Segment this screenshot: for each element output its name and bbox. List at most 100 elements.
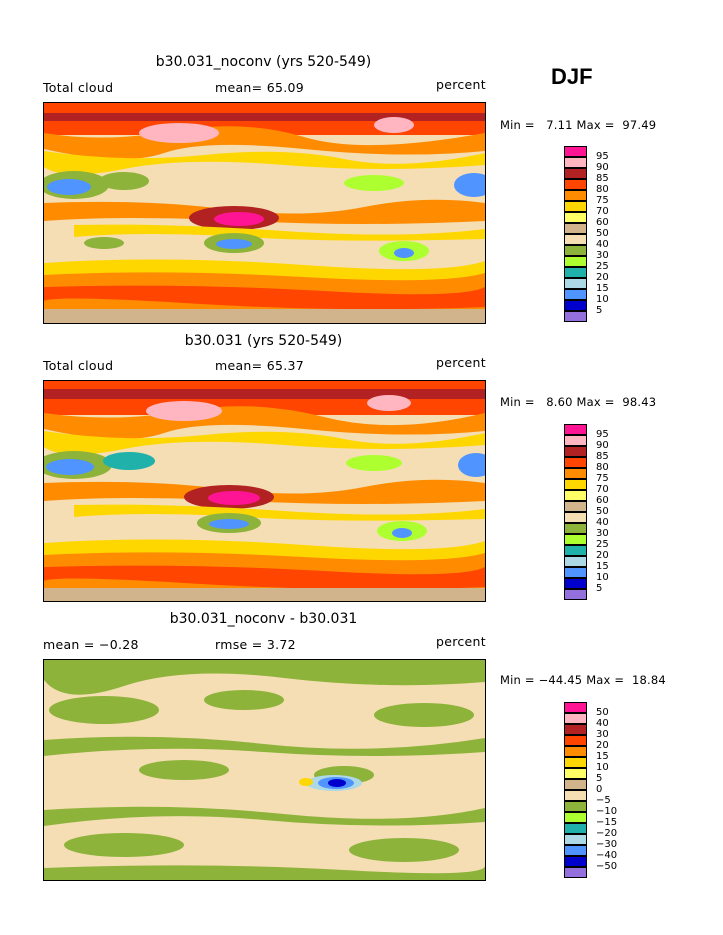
colorbar-label: 90: [596, 162, 609, 173]
colorbar-label: 40: [596, 718, 609, 729]
panel-2-mean: mean= 65.37: [215, 358, 304, 373]
colorbar-swatch: [564, 735, 587, 746]
colorbar-swatch: [564, 523, 587, 534]
min-value: 8.60: [546, 395, 573, 409]
colorbar-label: 95: [596, 151, 609, 162]
colorbar-swatch: [564, 578, 587, 589]
colorbar-label: 5: [596, 583, 603, 594]
colorbar-label: 15: [596, 283, 609, 294]
colorbar-label: 60: [596, 495, 609, 506]
colorbar-swatch: [564, 790, 587, 801]
colorbar-label: 20: [596, 272, 609, 283]
panel-2-units: percent: [436, 355, 486, 370]
colorbar-swatch: [564, 713, 587, 724]
colorbar-label: 10: [596, 294, 609, 305]
colorbar-label: 85: [596, 451, 609, 462]
colorbar-label: 70: [596, 484, 609, 495]
colorbar-swatch: [564, 256, 587, 267]
max-value: 98.43: [622, 395, 657, 409]
colorbar-label: 30: [596, 528, 609, 539]
colorbar-swatch: [564, 179, 587, 190]
colorbar-swatch: [564, 446, 587, 457]
colorbar-swatch: [564, 856, 587, 867]
colorbar-label: 80: [596, 462, 609, 473]
season-label: DJF: [551, 64, 593, 89]
colorbar-label: 20: [596, 740, 609, 751]
colorbar-swatch: [564, 201, 587, 212]
colorbar-swatch: [564, 702, 587, 713]
colorbar-swatch: [564, 289, 587, 300]
colorbar-swatch: [564, 468, 587, 479]
panel-1-map: [43, 102, 486, 324]
colorbar-label: −40: [596, 850, 618, 861]
colorbar-label: 95: [596, 429, 609, 440]
min-label: Min =: [500, 395, 535, 409]
colorbar-swatch: [564, 823, 587, 834]
colorbar-swatch: [564, 501, 587, 512]
colorbar-label: 20: [596, 550, 609, 561]
colorbar-label: 0: [596, 784, 603, 795]
colorbar-label: −10: [596, 806, 618, 817]
colorbar-swatch: [564, 845, 587, 856]
colorbar-label: 90: [596, 440, 609, 451]
colorbar-swatch: [564, 267, 587, 278]
panel-2-min-max: Min = 8.60 Max = 98.43: [500, 395, 656, 409]
colorbar-label: 75: [596, 195, 609, 206]
colorbar-swatch: [564, 300, 587, 311]
panel-2-variable: Total cloud: [43, 358, 114, 373]
colorbar-swatch: [564, 424, 587, 435]
colorbar-label: −20: [596, 828, 618, 839]
colorbar-swatch: [564, 746, 587, 757]
panel-3-rmse: rmse = 3.72: [215, 637, 296, 652]
colorbar-label: 25: [596, 261, 609, 272]
colorbar-label: 10: [596, 762, 609, 773]
panel-3-mean: mean = −0.28: [43, 637, 139, 652]
panel-1-min-max: Min = 7.11 Max = 97.49: [500, 118, 656, 132]
panel-2-title: b30.031 (yrs 520-549): [184, 333, 343, 349]
colorbar-swatch: [564, 245, 587, 256]
panel-1-units: percent: [436, 77, 486, 92]
min-value: 7.11: [546, 118, 573, 132]
colorbar-swatch: [564, 190, 587, 201]
colorbar-label: 80: [596, 184, 609, 195]
panel-1-title: b30.031_noconv (yrs 520-549): [155, 54, 372, 70]
colorbar-swatch: [564, 589, 587, 600]
max-label: Max =: [576, 118, 615, 132]
panel-3-units: percent: [436, 634, 486, 649]
colorbar-swatch: [564, 157, 587, 168]
colorbar-swatch: [564, 223, 587, 234]
colorbar-label: 70: [596, 206, 609, 217]
colorbar-label: 50: [596, 228, 609, 239]
colorbar-swatch: [564, 512, 587, 523]
panel-1-variable: Total cloud: [43, 80, 114, 95]
colorbar-label: 15: [596, 751, 609, 762]
panel-3-min-max: Min = −44.45 Max = 18.84: [500, 673, 666, 687]
max-label: Max =: [576, 395, 615, 409]
colorbar-label: 75: [596, 473, 609, 484]
colorbar-label: 30: [596, 250, 609, 261]
colorbar-swatch: [564, 311, 587, 322]
colorbar-label: 85: [596, 173, 609, 184]
panel-3-map: [43, 659, 486, 881]
colorbar-label: 60: [596, 217, 609, 228]
colorbar-swatch: [564, 234, 587, 245]
min-label: Min =: [500, 673, 535, 687]
colorbar-swatch: [564, 801, 587, 812]
colorbar-label: 5: [596, 305, 603, 316]
colorbar-swatch: [564, 567, 587, 578]
colorbar-swatch: [564, 724, 587, 735]
panel-1-mean: mean= 65.09: [215, 80, 304, 95]
colorbar-label: 30: [596, 729, 609, 740]
colorbar-swatch: [564, 556, 587, 567]
colorbar-swatch: [564, 867, 587, 878]
colorbar-label: 50: [596, 506, 609, 517]
colorbar-swatch: [564, 779, 587, 790]
colorbar-swatch: [564, 834, 587, 845]
panel-3-map-field: [44, 660, 485, 880]
colorbar-swatch: [564, 212, 587, 223]
colorbar-swatch: [564, 278, 587, 289]
colorbar-label: 5: [596, 773, 603, 784]
panel-2-map-field: [44, 381, 485, 601]
colorbar-label: −50: [596, 861, 618, 872]
colorbar-swatch: [564, 435, 587, 446]
